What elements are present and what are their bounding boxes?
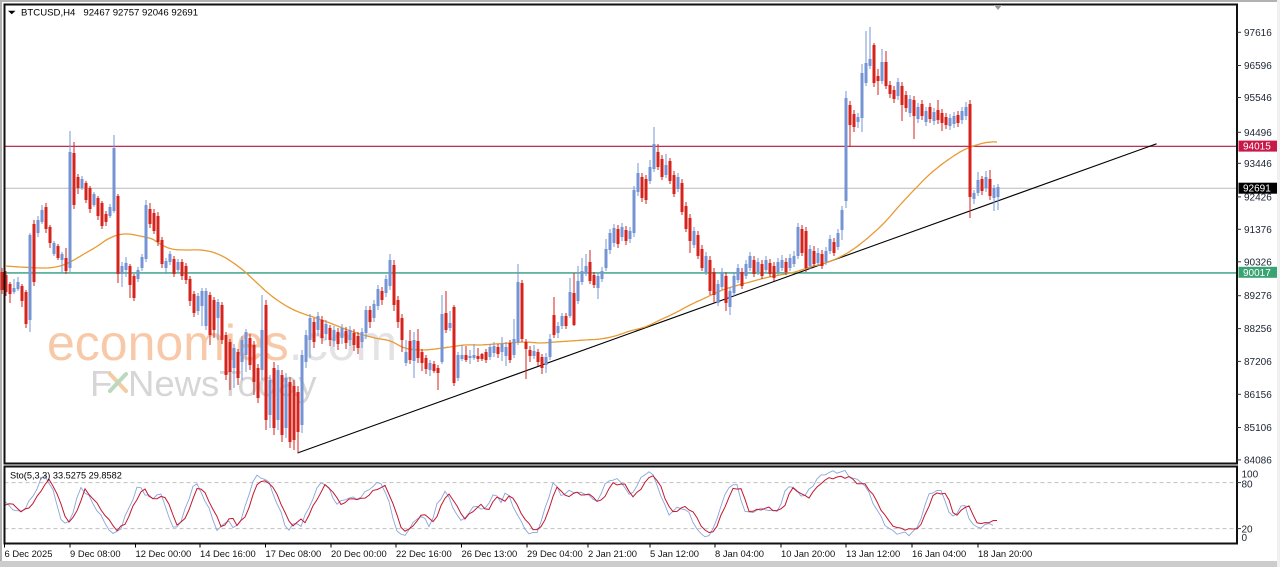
svg-text:12 Dec 00:00: 12 Dec 00:00 xyxy=(136,548,192,559)
svg-text:84086: 84086 xyxy=(1244,455,1272,466)
svg-text:20: 20 xyxy=(1242,525,1254,536)
svg-text:F: F xyxy=(90,363,112,404)
svg-text:87206: 87206 xyxy=(1244,357,1272,368)
svg-text:92691: 92691 xyxy=(1243,184,1271,195)
svg-text:Sto(5,3,3) 33.5275 29.8582: Sto(5,3,3) 33.5275 29.8582 xyxy=(10,471,122,481)
svg-text:10 Jan 20:00: 10 Jan 20:00 xyxy=(781,548,835,559)
svg-text:93446: 93446 xyxy=(1244,159,1272,170)
svg-text:6 Dec 2025: 6 Dec 2025 xyxy=(5,548,53,559)
svg-text:97616: 97616 xyxy=(1244,28,1272,39)
svg-text:5 Jan 12:00: 5 Jan 12:00 xyxy=(650,548,699,559)
svg-text:100: 100 xyxy=(1242,470,1259,481)
svg-text:22 Dec 16:00: 22 Dec 16:00 xyxy=(396,548,452,559)
svg-text:26 Dec 13:00: 26 Dec 13:00 xyxy=(462,548,518,559)
svg-text:29 Dec 04:00: 29 Dec 04:00 xyxy=(527,548,583,559)
svg-text:18 Jan 20:00: 18 Jan 20:00 xyxy=(978,548,1032,559)
svg-text:89276: 89276 xyxy=(1244,291,1272,302)
svg-text:94015: 94015 xyxy=(1243,142,1271,153)
svg-text:0: 0 xyxy=(1242,533,1248,544)
svg-text:2 Jan 21:00: 2 Jan 21:00 xyxy=(588,548,637,559)
svg-text:90326: 90326 xyxy=(1244,257,1272,268)
svg-text:88256: 88256 xyxy=(1244,324,1272,335)
svg-text:16 Jan 04:00: 16 Jan 04:00 xyxy=(912,548,966,559)
svg-text:17 Dec 08:00: 17 Dec 08:00 xyxy=(266,548,322,559)
svg-text:86156: 86156 xyxy=(1244,390,1272,401)
svg-text:92426: 92426 xyxy=(1244,192,1272,203)
svg-text:20 Dec 00:00: 20 Dec 00:00 xyxy=(331,548,387,559)
svg-text:80: 80 xyxy=(1242,479,1254,490)
svg-text:13 Jan 12:00: 13 Jan 12:00 xyxy=(846,548,900,559)
svg-text:96596: 96596 xyxy=(1244,61,1272,72)
svg-text:94496: 94496 xyxy=(1244,128,1272,139)
svg-text:8 Jan 04:00: 8 Jan 04:00 xyxy=(715,548,764,559)
svg-text:14 Dec 16:00: 14 Dec 16:00 xyxy=(200,548,256,559)
svg-text:BTCUSD,H4 92467 92757 92046: BTCUSD,H4 92467 92757 92046 92691 xyxy=(21,8,198,19)
svg-text:90017: 90017 xyxy=(1243,268,1271,279)
svg-text:95546: 95546 xyxy=(1244,93,1272,104)
svg-text:85106: 85106 xyxy=(1244,423,1272,434)
svg-text:9 Dec 08:00: 9 Dec 08:00 xyxy=(70,548,121,559)
svg-text:91376: 91376 xyxy=(1244,225,1272,236)
